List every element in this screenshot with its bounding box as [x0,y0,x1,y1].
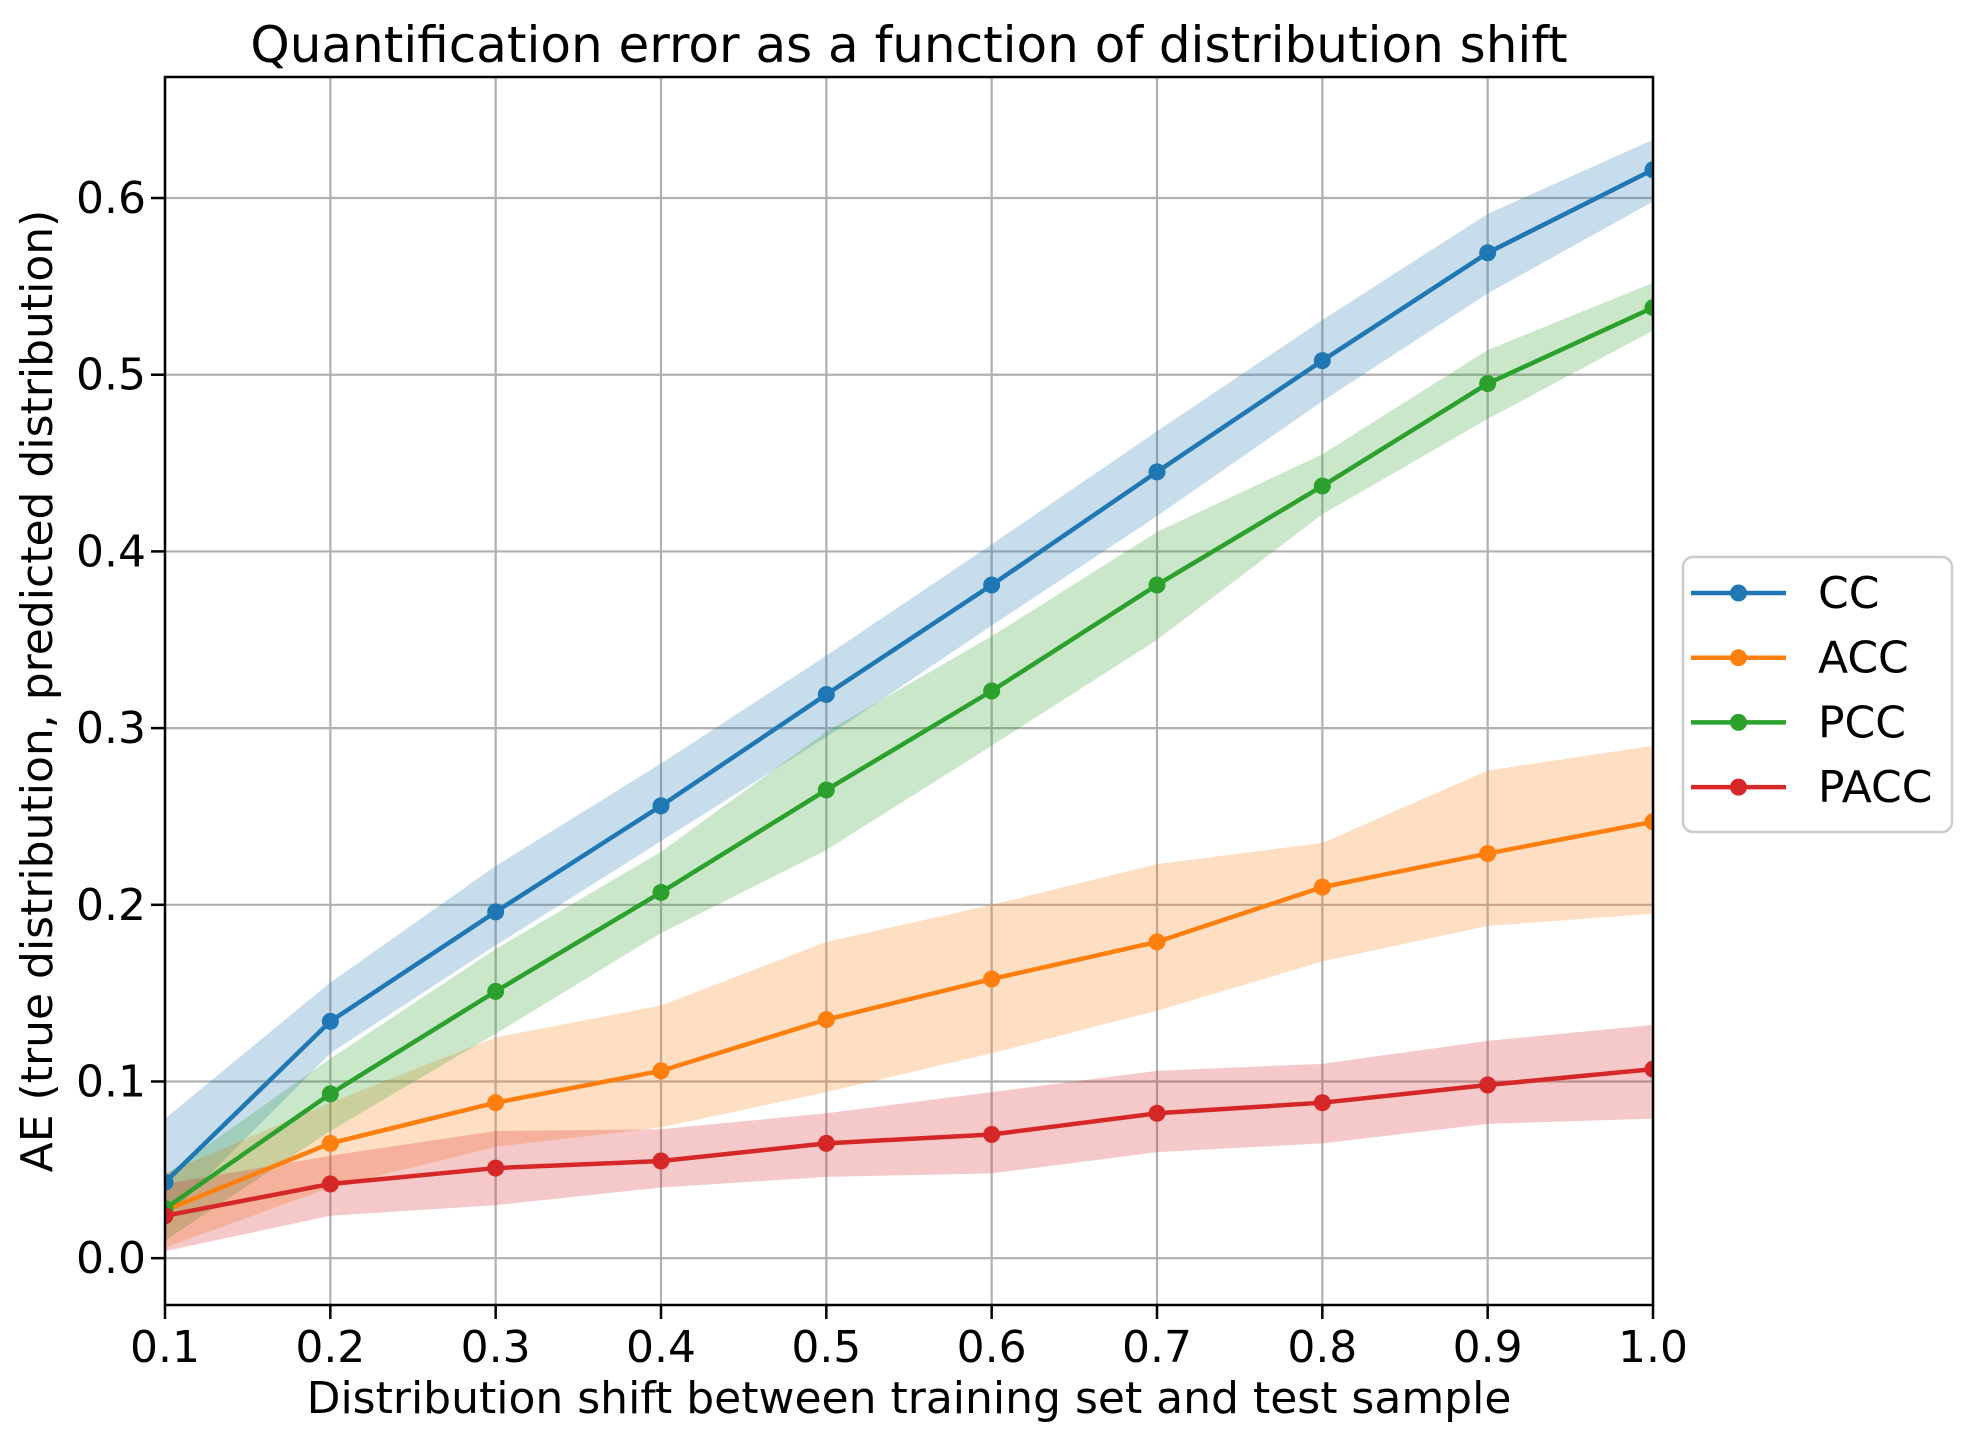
pacc-marker [1479,1076,1497,1094]
pcc-line [165,305,1653,1211]
x-tick-label: 1.0 [1618,1322,1688,1373]
acc-marker [1479,845,1497,863]
pacc-series [165,1060,1653,1225]
acc-marker [983,970,1001,988]
plot-border [163,75,1655,1307]
legend-marker [1730,713,1747,731]
y-tick-label: 0.4 [76,526,146,577]
pcc-marker [1644,299,1653,317]
acc-marker [1148,933,1166,951]
acc-marker [1644,813,1653,831]
x-tick-label: 0.7 [1122,1322,1192,1373]
cc-marker [1313,352,1331,370]
legend-entry-cc: CC [1691,568,1879,619]
pcc-marker [1313,477,1331,495]
legend-entry-pacc: PACC [1691,762,1933,813]
pcc-marker [487,982,505,1000]
cc-marker [983,576,1001,594]
y-tick-label: 0.2 [76,880,146,931]
cc-line [165,167,1653,1184]
x-tick-label: 0.3 [461,1322,531,1373]
legend-entry-acc: ACC [1691,633,1909,684]
cc-confidence-band [165,139,1653,1220]
chart-title: Quantification error as a function of di… [250,16,1567,74]
pcc-marker [1148,576,1166,594]
legend-label: PACC [1818,762,1933,813]
acc-marker [652,1062,670,1080]
cc-marker [817,686,835,704]
pcc-confidence-band [165,282,1653,1241]
legend-box [1681,555,1954,834]
pcc-marker [652,883,670,901]
cc-series [165,161,1653,1191]
y-tick-label: 0.6 [76,173,146,224]
pacc-marker [165,1207,174,1225]
pacc-marker [652,1152,670,1170]
cc-marker [1148,463,1166,481]
acc-series [165,813,1653,1219]
series-lines [165,161,1653,1225]
legend-entry-pcc: PCC [1691,697,1906,748]
x-tick-label: 0.4 [626,1322,696,1373]
legend-label: ACC [1818,633,1909,684]
pcc-marker [321,1085,339,1103]
cc-marker [321,1012,339,1030]
pacc-marker [1148,1104,1166,1122]
pacc-marker [983,1125,1001,1143]
pacc-marker [321,1175,339,1193]
x-tick-label: 0.2 [295,1322,365,1373]
acc-marker [487,1094,505,1112]
cc-marker [652,797,670,815]
legend-marker [1730,584,1747,602]
y-tick-label: 0.3 [76,703,146,754]
acc-line [165,819,1653,1213]
cc-marker [1479,244,1497,262]
acc-marker [1313,878,1331,896]
y-tick-label: 0.5 [76,350,146,401]
tick-labels: 0.1 0.2 0.3 0.4 0.5 0.6 0.7 0.8 0.9 1.0 0.0 0.1 0.2 0… [76,173,1688,1373]
x-tick-label: 0.6 [957,1322,1027,1373]
pacc-marker [1313,1094,1331,1112]
acc-marker [817,1011,835,1029]
legend: CC ACC PCC PACC [1681,555,1954,834]
x-axis-label: Distribution shift between training set … [307,1373,1512,1424]
pacc-marker [1644,1060,1653,1078]
pcc-marker [1479,375,1497,393]
y-axis-label: AE (true distribution, predicted distrib… [12,210,63,1173]
x-tick-label: 0.8 [1287,1322,1357,1373]
ticks [151,196,1655,1319]
cc-marker [487,903,505,921]
acc-marker [321,1134,339,1152]
legend-marker [1730,778,1747,796]
pacc-line [165,1066,1653,1218]
legend-label: CC [1818,568,1879,619]
legend-label: PCC [1818,697,1906,748]
y-tick-label: 0.0 [76,1233,146,1284]
pacc-marker [487,1159,505,1177]
y-tick-label: 0.1 [76,1056,146,1107]
pcc-marker [817,781,835,799]
legend-marker [1730,649,1747,667]
x-tick-label: 0.5 [791,1322,861,1373]
x-tick-label: 0.1 [130,1322,200,1373]
acc-confidence-band [165,745,1653,1248]
x-tick-label: 0.9 [1453,1322,1523,1373]
pcc-marker [983,682,1001,700]
pacc-marker [817,1134,835,1152]
cc-marker [1644,161,1653,179]
cc-marker [165,1173,174,1191]
